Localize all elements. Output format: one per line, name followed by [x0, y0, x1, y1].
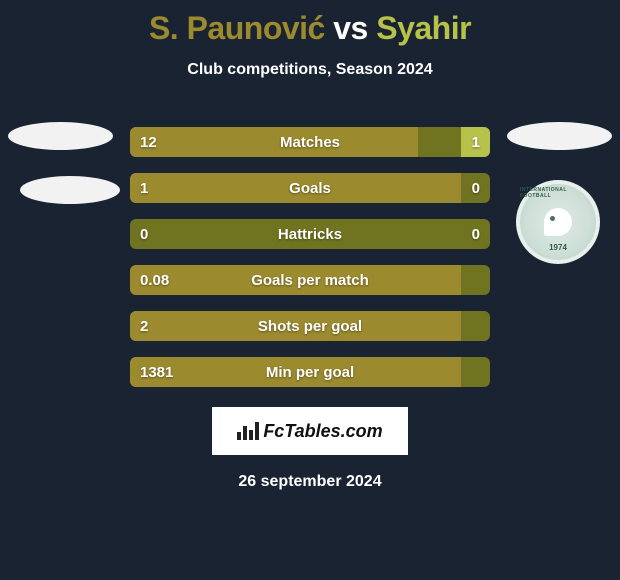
source-logo-text: FcTables.com — [263, 421, 382, 442]
page-title: S. Paunović vs Syahir — [0, 10, 620, 47]
subtitle: Club competitions, Season 2024 — [0, 61, 620, 79]
stat-label: Goals per match — [130, 265, 490, 295]
stat-label: Hattricks — [130, 219, 490, 249]
stat-bar: 2Shots per goal — [130, 311, 490, 341]
stat-row: 2Shots per goal — [0, 311, 620, 341]
stat-bar: 1381Min per goal — [130, 357, 490, 387]
stat-row: 00Hattricks — [0, 219, 620, 249]
stat-row: 10Goals — [0, 173, 620, 203]
title-vs: vs — [333, 10, 368, 46]
stat-row: 0.08Goals per match — [0, 265, 620, 295]
stat-bar: 0.08Goals per match — [130, 265, 490, 295]
stat-row: 1381Min per goal — [0, 357, 620, 387]
stat-row: 121Matches — [0, 127, 620, 157]
source-logo: FcTables.com — [212, 407, 408, 455]
stat-bar: 00Hattricks — [130, 219, 490, 249]
bar-chart-icon — [237, 422, 259, 440]
stat-label: Min per goal — [130, 357, 490, 387]
footer-date: 26 september 2024 — [0, 473, 620, 491]
stat-bar: 10Goals — [130, 173, 490, 203]
infographic-container: S. Paunović vs Syahir Club competitions,… — [0, 0, 620, 580]
title-player2: Syahir — [376, 10, 471, 46]
stat-label: Shots per goal — [130, 311, 490, 341]
stats-area: 121Matches 10Goals 00Hattricks 0.08Goals pe… — [0, 127, 620, 387]
stat-label: Goals — [130, 173, 490, 203]
stat-label: Matches — [130, 127, 490, 157]
stat-bar: 121Matches — [130, 127, 490, 157]
title-player1: S. Paunović — [149, 10, 325, 46]
